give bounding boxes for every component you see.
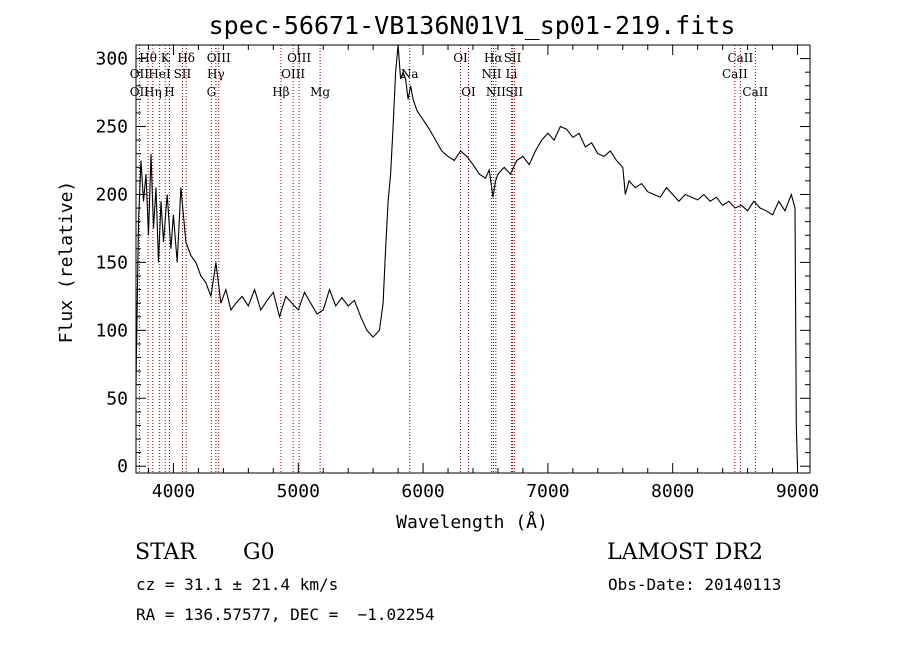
y-tick-label: 300 xyxy=(95,49,128,70)
spectral-line-markers xyxy=(138,45,756,473)
x-tick-label: 6000 xyxy=(401,481,444,502)
y-axis-ticks: 0 50 100 150 200 250 300 xyxy=(95,49,810,477)
x-tick-label: 4000 xyxy=(152,481,195,502)
line-label: NII xyxy=(486,85,506,99)
line-label: HeI xyxy=(148,67,171,81)
y-tick-label: 50 xyxy=(106,388,128,409)
object-class: STAR xyxy=(135,540,196,565)
line-label: Hθ xyxy=(139,51,157,65)
line-label: OI xyxy=(453,51,468,65)
observation-date: Obs-Date: 20140113 xyxy=(608,575,782,594)
line-label: OII xyxy=(130,85,150,99)
x-axis-ticks: 4000 5000 6000 7000 8000 9000 xyxy=(147,45,819,502)
line-label: Li xyxy=(506,67,518,81)
line-label: H xyxy=(164,85,174,99)
line-label: OII xyxy=(130,67,150,81)
line-label: CaII xyxy=(727,51,753,65)
line-label: CaII xyxy=(742,85,768,99)
line-label: CaII xyxy=(722,67,748,81)
line-label: OIII xyxy=(207,51,231,65)
line-label: Mg xyxy=(310,85,330,99)
chart-title: spec-56671-VB136N01V1_sp01-219.fits xyxy=(209,11,736,40)
line-label: NII xyxy=(481,67,501,81)
y-tick-label: 150 xyxy=(95,252,128,273)
line-label: SII xyxy=(504,51,522,65)
line-label: Hγ xyxy=(207,67,225,81)
y-tick-label: 0 xyxy=(117,456,128,477)
x-tick-label: 5000 xyxy=(277,481,320,502)
line-label: Hβ xyxy=(272,85,289,99)
y-tick-label: 100 xyxy=(95,320,128,341)
line-label: Hα xyxy=(484,51,503,65)
coordinates: RA = 136.57577, DEC = −1.02254 xyxy=(136,605,435,624)
redshift-cz: cz = 31.1 ± 21.4 km/s xyxy=(136,575,339,594)
plot-frame xyxy=(135,44,811,474)
y-tick-label: 200 xyxy=(95,184,128,205)
x-tick-label: 7000 xyxy=(526,481,569,502)
line-label: OIII xyxy=(281,67,305,81)
line-label: OIII xyxy=(287,51,311,65)
line-label: OI xyxy=(461,85,476,99)
y-tick-label: 250 xyxy=(95,117,128,138)
line-label: G xyxy=(207,85,217,99)
line-label: SII xyxy=(174,67,192,81)
line-label: SII xyxy=(505,85,523,99)
line-label: Hδ xyxy=(177,51,195,65)
x-tick-label: 8000 xyxy=(651,481,694,502)
line-label: Hη xyxy=(144,85,162,99)
spectrum-line xyxy=(135,44,799,467)
y-axis-label: Flux (relative) xyxy=(56,181,77,344)
x-axis-label: Wavelength (Å) xyxy=(396,511,548,533)
object-subclass: G0 xyxy=(243,540,275,565)
x-tick-label: 9000 xyxy=(776,481,819,502)
survey-name: LAMOST DR2 xyxy=(607,540,763,565)
line-label: K xyxy=(161,51,171,65)
